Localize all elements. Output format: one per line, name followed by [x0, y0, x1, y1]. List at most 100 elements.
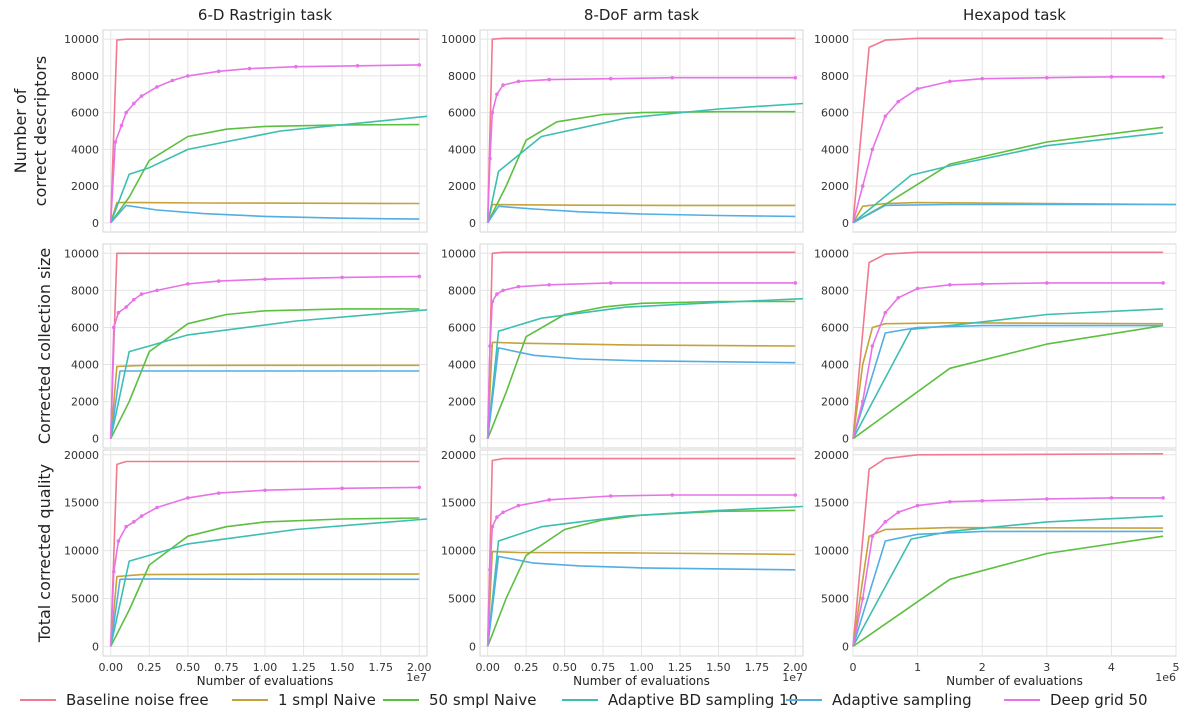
legend-label: Adaptive sampling: [832, 691, 972, 709]
series-line: [486, 555, 796, 647]
series-point: [340, 486, 344, 491]
series-point: [883, 114, 888, 119]
series-point: [216, 69, 221, 74]
x-tick-label: 0.50: [176, 661, 201, 674]
series-point: [488, 567, 492, 572]
series-point: [294, 64, 298, 69]
x-tick-label: 0.25: [137, 661, 162, 674]
y-tick-label: 0: [92, 433, 99, 446]
series-point: [186, 496, 190, 500]
series-point: [1109, 496, 1114, 500]
x-axis-label: Number of evaluations: [197, 674, 334, 688]
legend-label: Baseline noise free: [66, 691, 209, 709]
legend-label: Deep grid 50: [1050, 691, 1148, 709]
row-label-line: correct descriptors: [31, 56, 50, 206]
series-point: [417, 274, 422, 279]
x-tick-label: 1.25: [668, 661, 693, 674]
series-line: [852, 324, 1164, 440]
series-point: [490, 110, 495, 115]
y-tick-label: 6000: [448, 107, 476, 120]
x-axis-multiplier: 1e7: [782, 671, 803, 684]
x-axis-multiplier: 1e6: [1155, 671, 1176, 684]
y-tick-label: 6000: [821, 321, 849, 334]
series-point: [793, 493, 798, 497]
series-line: [109, 517, 420, 647]
column-title: 8-DoF arm task: [584, 6, 699, 24]
x-axis-label: Number of evaluations: [573, 674, 710, 688]
series-line: [486, 102, 804, 223]
y-tick-label: 8000: [448, 70, 476, 83]
y-tick-label: 2000: [821, 180, 849, 193]
series-point: [139, 292, 144, 296]
series-point: [116, 310, 121, 315]
series-point: [793, 75, 798, 80]
y-tick-label: 8000: [448, 284, 476, 297]
series-point: [113, 140, 118, 144]
y-tick-label: 4000: [448, 143, 476, 156]
series-point: [870, 534, 875, 539]
series-point: [1045, 281, 1049, 285]
y-tick-label: 5000: [448, 593, 476, 606]
row-label-line: Corrected collection size: [35, 248, 54, 444]
series-point: [860, 399, 865, 404]
series-point: [948, 283, 952, 287]
series-point: [516, 79, 521, 84]
y-tick-label: 2000: [71, 180, 99, 193]
y-tick-label: 6000: [71, 107, 99, 120]
row-label-line: Number of: [11, 88, 30, 173]
series-point: [860, 184, 865, 188]
series-point: [516, 284, 521, 289]
series-line: [109, 486, 420, 647]
series-point: [896, 510, 901, 515]
series-point: [547, 498, 552, 502]
series-point: [155, 85, 159, 89]
series-line: [852, 37, 1164, 223]
series-line: [852, 526, 1164, 647]
series-point: [116, 539, 121, 543]
x-tick-label: 2.00: [783, 661, 808, 674]
series-line: [852, 282, 1164, 439]
y-tick-label: 10000: [441, 33, 476, 46]
series-line: [109, 518, 428, 647]
series-point: [186, 74, 190, 78]
plot-area: [852, 449, 1177, 657]
legend-label: 50 smpl Naive: [429, 691, 536, 709]
row-label: Total corrected quality: [35, 464, 54, 643]
y-tick-label: 2000: [71, 396, 99, 409]
y-tick-label: 0: [469, 217, 476, 230]
series-point: [417, 485, 422, 490]
x-tick-label: 2.00: [407, 661, 432, 674]
x-tick-label: 5: [1173, 661, 1180, 674]
series-line: [486, 494, 796, 647]
y-tick-label: 10000: [64, 33, 99, 46]
series-point: [155, 505, 159, 510]
series-line: [109, 308, 420, 440]
series-line: [109, 115, 428, 224]
y-tick-label: 4000: [821, 143, 849, 156]
x-tick-label: 1.75: [368, 661, 393, 674]
series-point: [948, 79, 952, 84]
series-point: [896, 99, 901, 104]
series-point: [608, 494, 613, 498]
series-line: [852, 324, 1164, 439]
series-line: [486, 457, 796, 647]
y-tick-label: 15000: [64, 497, 99, 510]
y-tick-label: 15000: [441, 497, 476, 510]
series-point: [547, 283, 552, 287]
series-point: [417, 63, 422, 67]
y-tick-label: 20000: [64, 449, 99, 462]
series-point: [547, 77, 552, 82]
series-point: [1161, 281, 1165, 285]
series-point: [124, 524, 128, 529]
series-point: [670, 75, 675, 80]
series-point: [170, 78, 175, 83]
series-point: [155, 288, 159, 293]
series-point: [263, 488, 267, 493]
y-tick-label: 0: [469, 640, 476, 653]
series-line: [852, 515, 1164, 647]
series-line: [486, 341, 796, 439]
series-point: [216, 279, 221, 283]
series-point: [132, 520, 136, 524]
series-line: [486, 297, 804, 439]
